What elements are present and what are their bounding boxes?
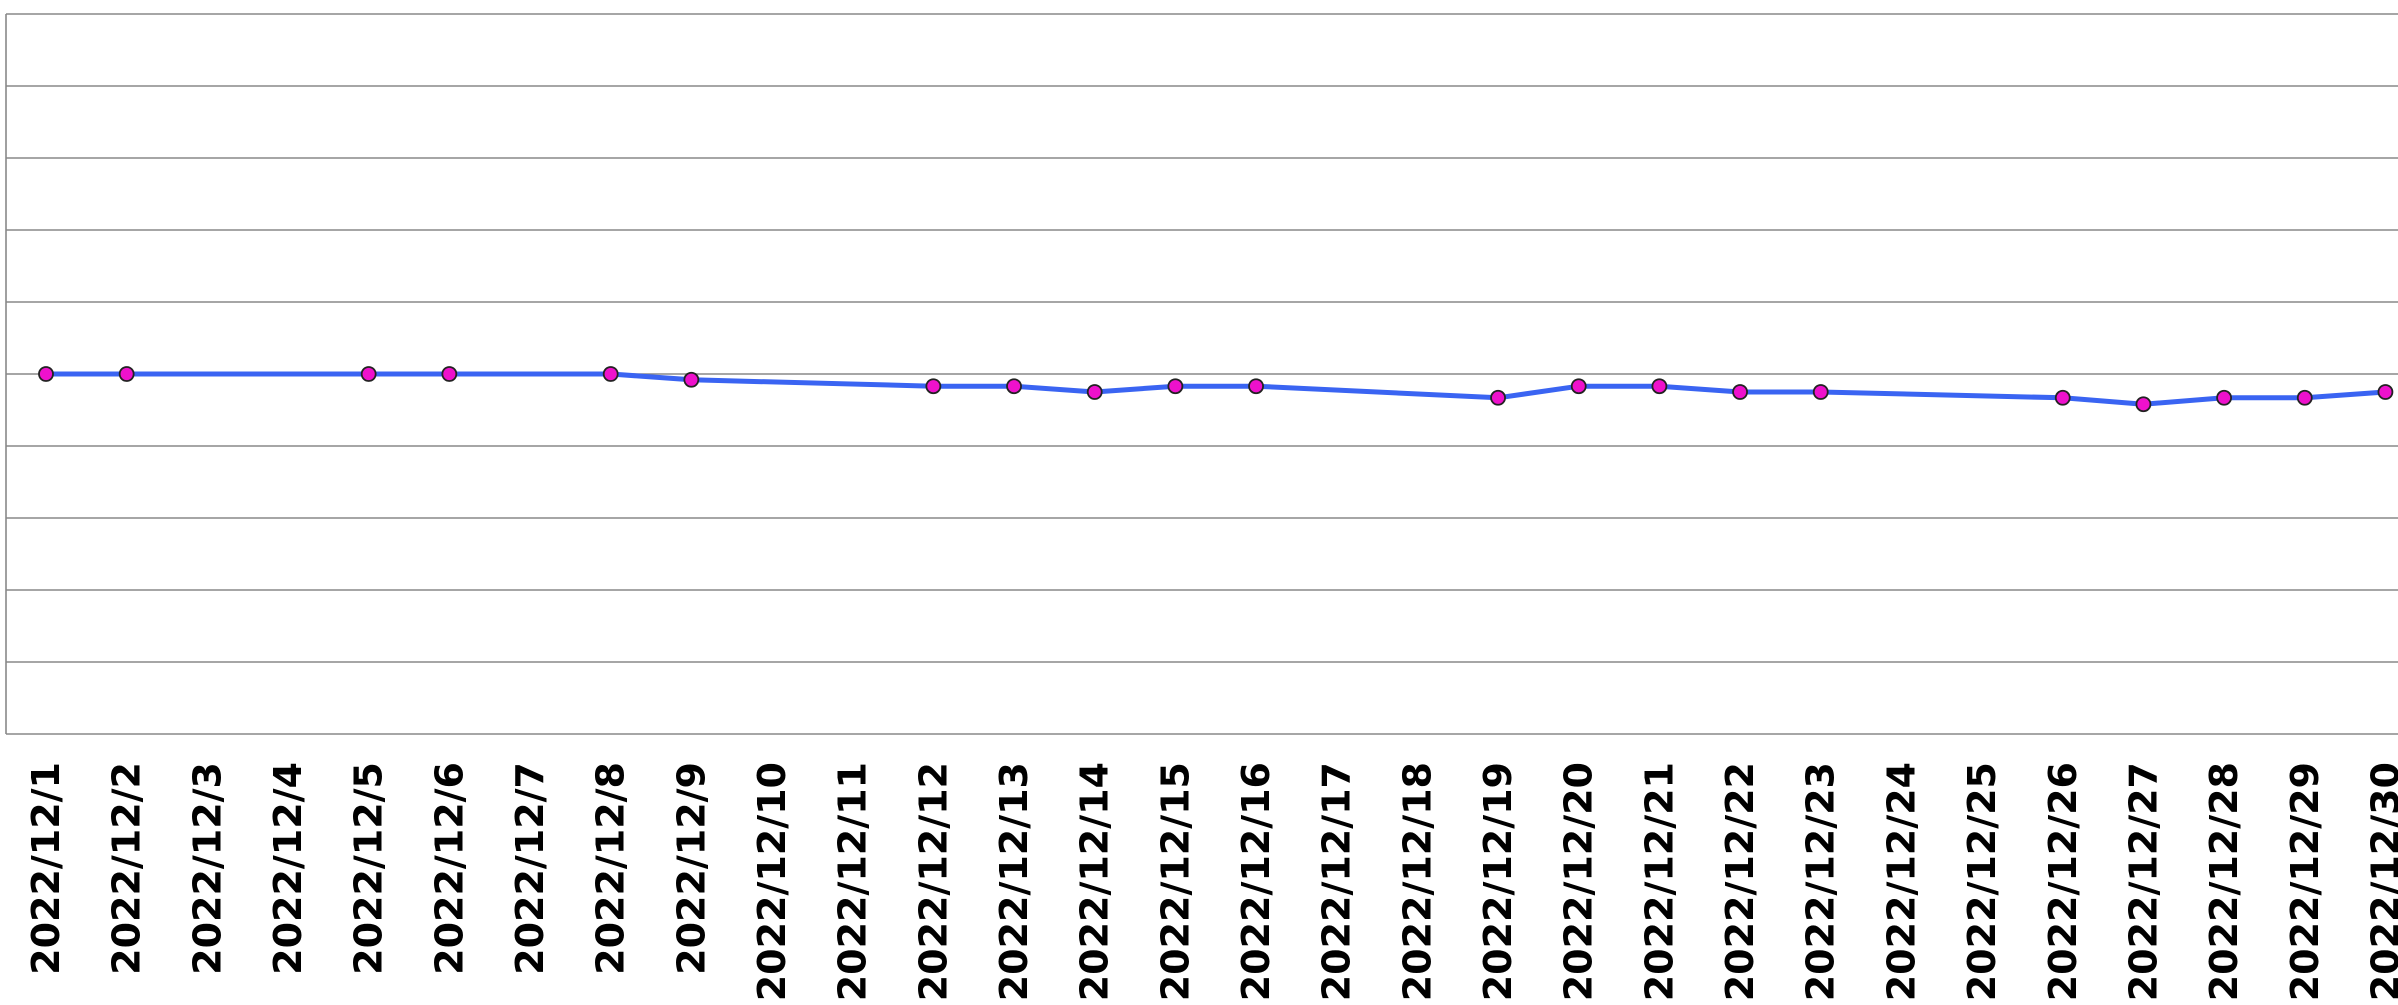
data-point (2135, 396, 2152, 413)
x-tick-label: 2022/12/17 (1315, 762, 1359, 1001)
x-tick-label: 2022/12/19 (1476, 762, 1520, 1001)
x-tick-label: 2022/12/18 (1395, 762, 1439, 1001)
x-axis-tick-labels: 2022/12/1 2022/12/2 2022/12/3 2022/12/4 2022… (24, 762, 2398, 1001)
series-line (46, 371, 2386, 407)
x-tick-label: 2022/12/9 (669, 762, 713, 975)
data-point (2054, 389, 2071, 406)
x-tick-label: 2022/12/4 (266, 762, 310, 975)
x-tick-label: 2022/12/24 (1879, 762, 1923, 1001)
data-point (2216, 389, 2232, 406)
x-tick-label: 2022/12/5 (347, 762, 391, 975)
data-point (1006, 378, 1022, 395)
data-point (602, 366, 619, 382)
data-point (1570, 378, 1587, 395)
data-point (1167, 378, 1184, 395)
x-tick-label: 2022/12/27 (2121, 762, 2165, 1001)
x-tick-label: 2022/12/30 (2363, 762, 2398, 1001)
data-point (441, 366, 458, 382)
data-point (2296, 389, 2313, 406)
data-point (2377, 384, 2394, 400)
data-point (1812, 384, 1829, 400)
data-point (360, 366, 377, 382)
x-tick-label: 2022/12/25 (1960, 762, 2004, 1001)
x-tick-label: 2022/12/6 (427, 762, 471, 975)
data-point (1651, 378, 1668, 395)
data-point (118, 366, 135, 382)
x-tick-label: 2022/12/13 (992, 762, 1036, 1001)
x-tick-label: 2022/12/15 (1153, 762, 1197, 1001)
x-tick-label: 2022/12/7 (508, 762, 552, 975)
x-tick-label: 2022/12/21 (1637, 762, 1681, 1001)
data-point (1732, 384, 1748, 400)
x-tick-label: 2022/12/3 (185, 762, 229, 975)
data-point (38, 366, 54, 382)
data-point (683, 371, 700, 388)
data-point (1490, 389, 1506, 406)
x-tick-label: 2022/12/1 (24, 762, 68, 975)
data-point (1086, 384, 1103, 400)
x-tick-label: 2022/12/11 (831, 762, 875, 1001)
x-tick-label: 2022/12/14 (1073, 762, 1117, 1001)
x-tick-label: 2022/12/2 (105, 762, 149, 975)
x-tick-label: 2022/12/23 (1799, 762, 1843, 1001)
x-tick-label: 2022/12/10 (750, 762, 794, 1001)
data-point (1248, 378, 1264, 395)
x-tick-label: 2022/12/20 (1557, 762, 1601, 1001)
x-tick-label: 2022/12/16 (1234, 762, 1278, 1001)
x-tick-label: 2022/12/29 (2283, 762, 2327, 1001)
x-tick-label: 2022/12/26 (2041, 762, 2085, 1001)
x-tick-label: 2022/12/12 (911, 762, 955, 1001)
data-point (925, 378, 942, 395)
x-tick-label: 2022/12/8 (589, 762, 633, 975)
x-tick-label: 2022/12/28 (2202, 762, 2246, 1001)
data-points (38, 366, 2394, 413)
x-tick-label: 2022/12/22 (1718, 762, 1762, 1001)
